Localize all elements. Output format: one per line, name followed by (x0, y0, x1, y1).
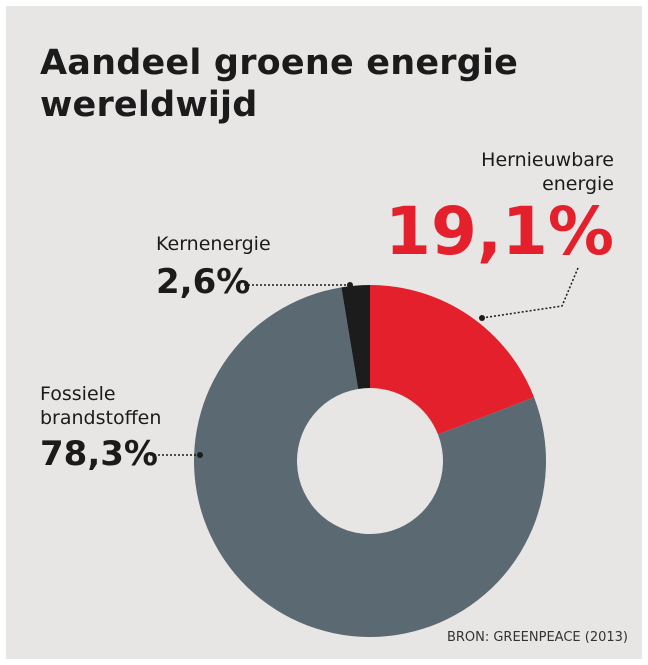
arcs (193, 285, 546, 637)
category-label: Kernenergie (156, 233, 271, 255)
donut-segment (193, 287, 546, 637)
leader-dot (197, 452, 203, 458)
donut-segment (370, 285, 535, 435)
category-label: Fossiele brandstoffen (40, 383, 162, 429)
donut-area (150, 267, 579, 637)
value-label: 19,1% (385, 193, 614, 270)
leader-dots (197, 282, 485, 458)
chart-title: Aandeel groene energie wereldwijd (40, 43, 519, 125)
donut-segment (341, 285, 370, 389)
chart: Aandeel groene energie wereldwijd Hernie… (6, 6, 642, 659)
value-label: 78,3% (40, 434, 158, 474)
value-label: 2,6% (156, 262, 251, 302)
leader-dot (479, 315, 485, 321)
leader-line (481, 267, 579, 319)
leader-dot (347, 282, 353, 288)
source-note: BRON: GREENPEACE (2013) (446, 630, 628, 645)
category-label: Hernieuwbare energie (481, 149, 614, 195)
leaders (150, 267, 579, 456)
